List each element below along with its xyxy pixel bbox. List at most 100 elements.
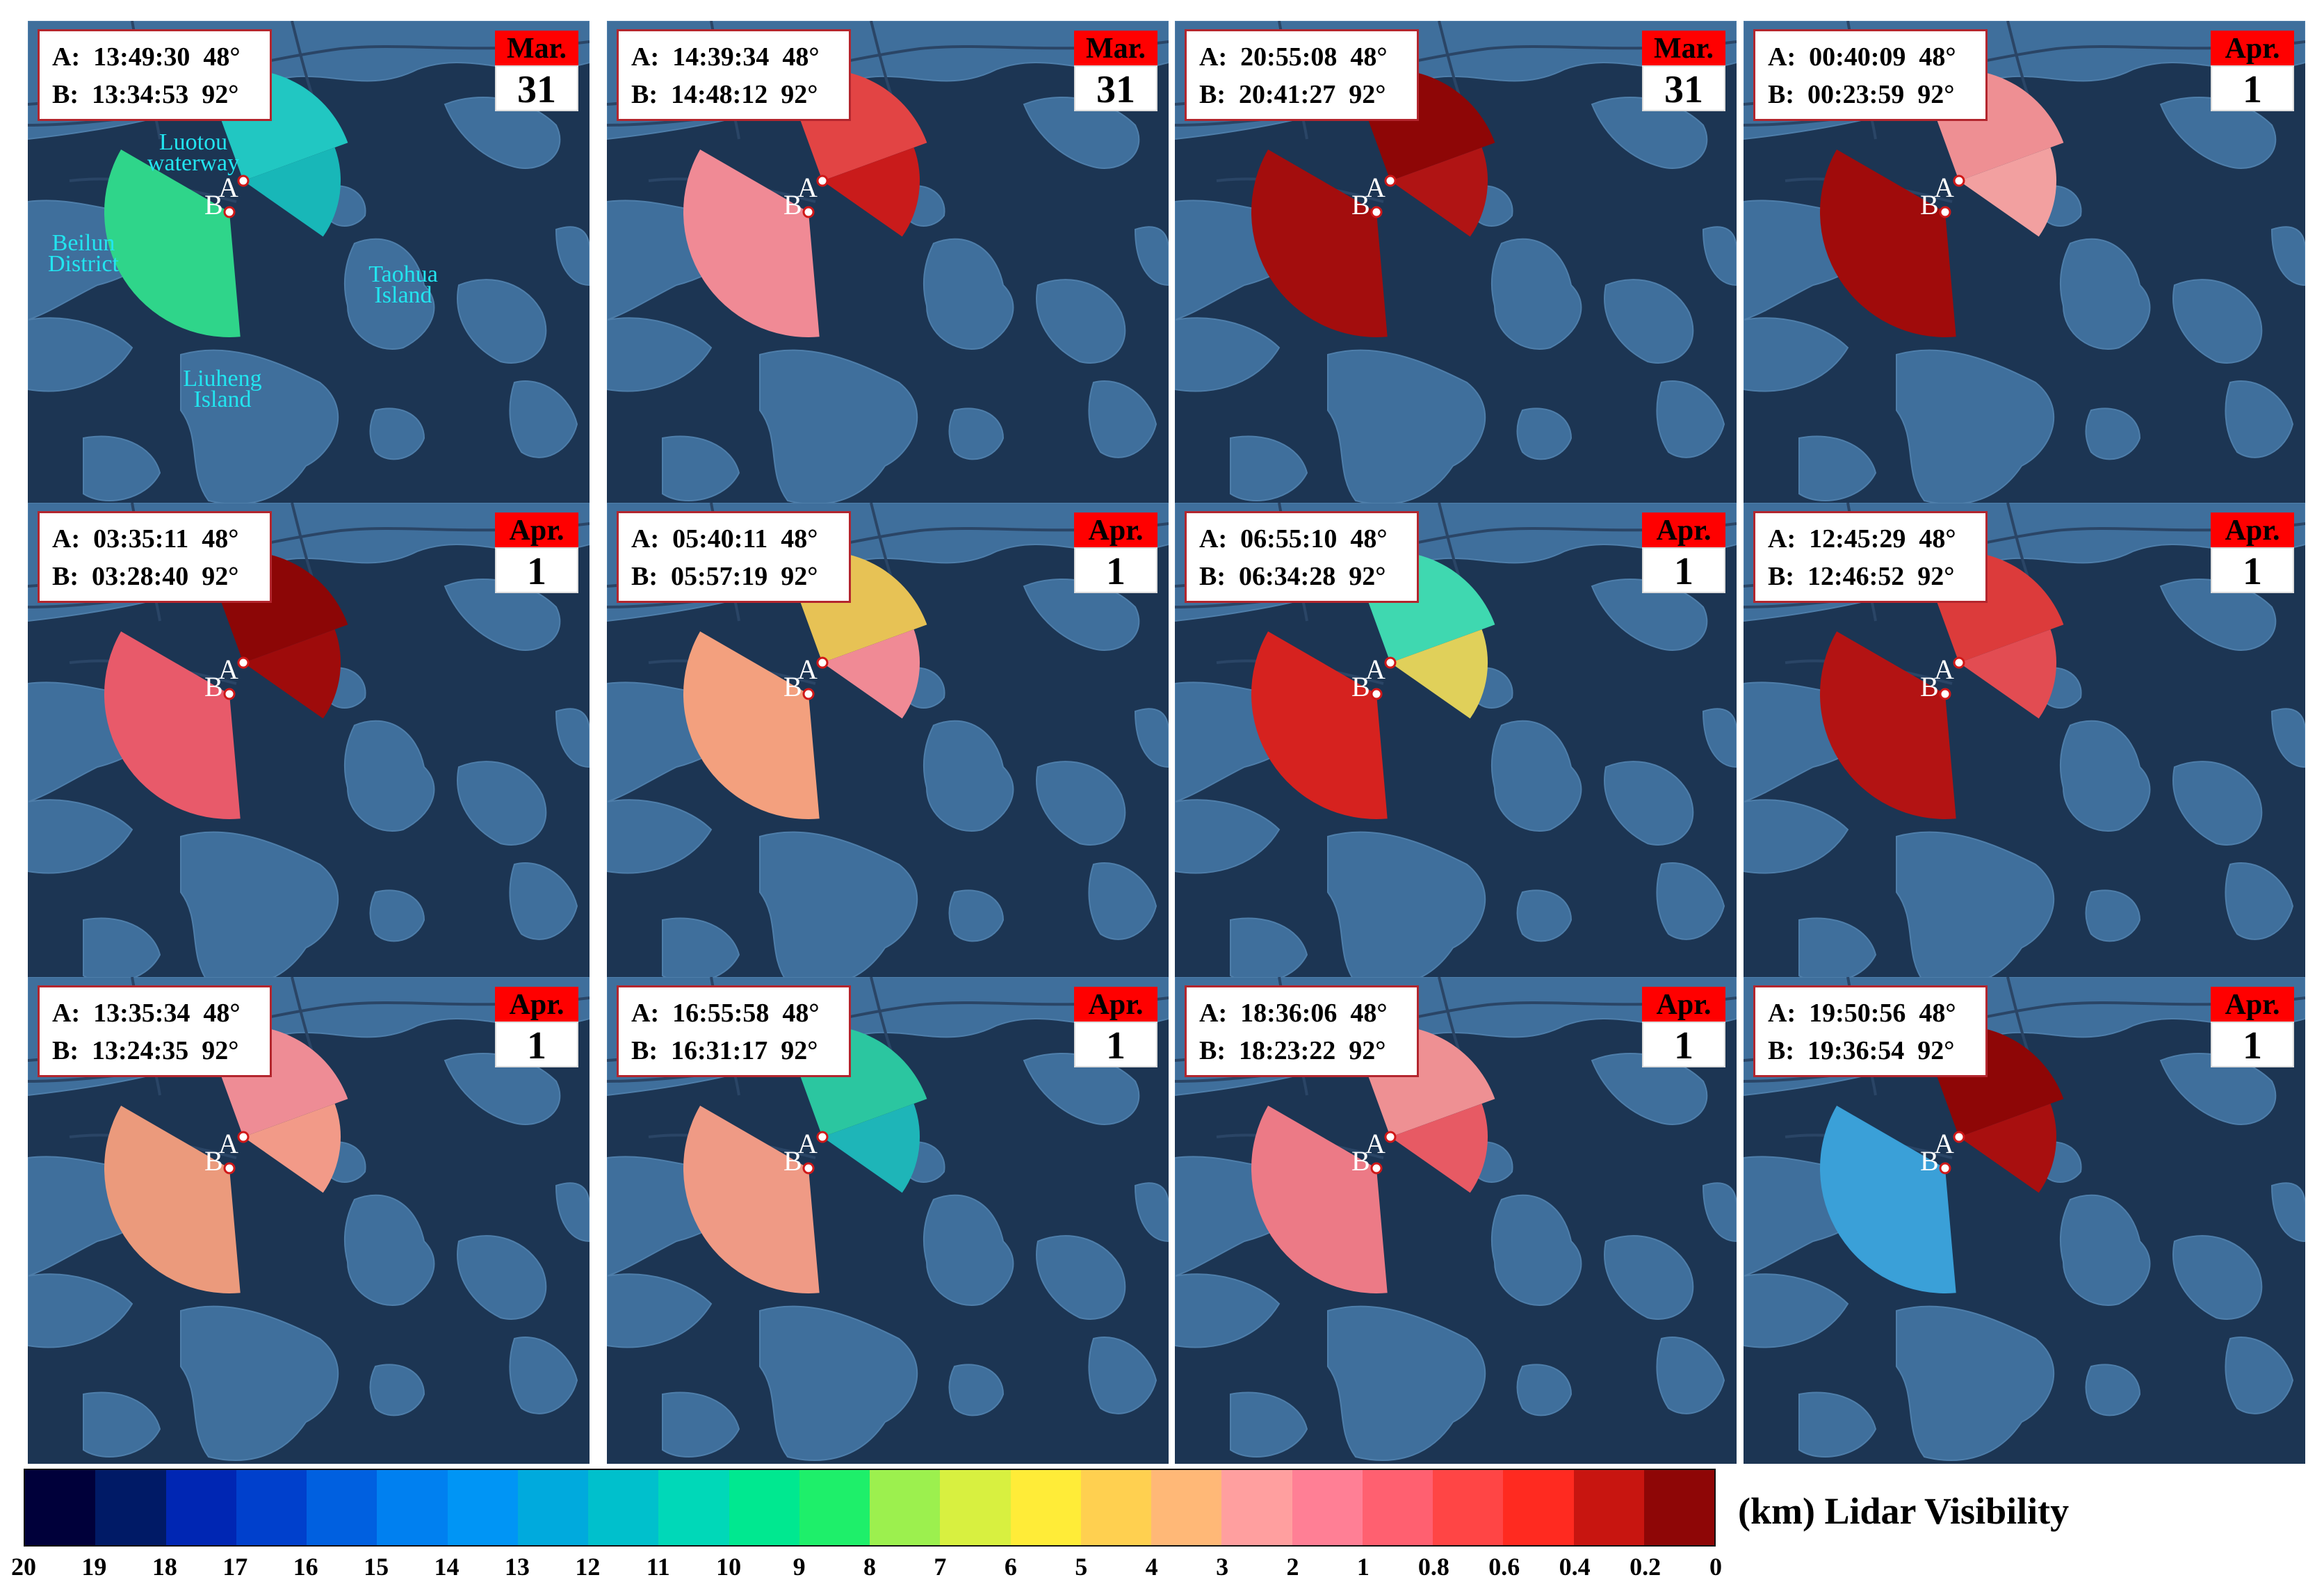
station-b-time: B: 13:24:35 92° [52,1036,239,1065]
station-a-label: A [218,654,238,685]
colorbar-tick-label: 6 [1004,1553,1017,1581]
scan-fan-east [1959,147,2057,237]
date-day: 1 [2211,1022,2294,1067]
lidar-panel: A B A: 20:55:08 48° B: 20:41:27 92° Mar. 31 [1175,21,1737,508]
scan-fan-south [104,1106,241,1293]
land-mass [180,1305,339,1461]
scan-time-box: A: 13:49:30 48° B: 13:34:53 92° [38,29,272,121]
date-day: 1 [1642,547,1725,593]
colorbar-swatch [517,1470,588,1545]
colorbar-swatch [1362,1470,1433,1545]
land-mass [759,1305,918,1461]
land-mass [457,279,547,364]
station-b-marker [802,688,815,700]
land-mass [2225,862,2294,940]
colorbar-tick-label: 16 [293,1553,318,1581]
station-a-time: A: 00:40:09 48° [1768,42,1956,72]
station-b-time: B: 20:41:27 92° [1199,80,1386,109]
scan-fan-south [1251,1106,1388,1293]
station-a-time: A: 03:35:11 48° [52,524,239,554]
station-a-marker [237,1131,250,1143]
station-a-marker [1384,656,1397,669]
land-mass [948,1364,1005,1416]
station-b-marker [223,688,236,700]
scan-fan-east [822,1104,920,1193]
station-b-label: B [204,671,223,702]
scan-time-box: A: 12:45:29 48° B: 12:46:52 92° [1753,511,1988,603]
place-label-luotou: Luotou waterway [147,129,240,176]
colorbar-tick-label: 8 [863,1553,876,1581]
scan-fan-east [243,147,341,237]
land-mass [2172,279,2263,364]
station-b-marker [802,1162,815,1175]
scan-fan-east [1959,1104,2057,1193]
land-mass [1656,380,1725,458]
station-b-label: B [1920,1145,1939,1177]
scan-fan-south [104,150,241,337]
station-b-marker [1370,206,1383,218]
colorbar-tick-label: 10 [716,1553,742,1581]
colorbar-tick-label: 2 [1286,1553,1299,1581]
colorbar-tick-label: 0.8 [1417,1553,1449,1581]
station-b-label: B [1351,1145,1370,1177]
land-mass [180,349,339,505]
date-badge: Mar. 31 [1642,31,1725,111]
colorbar-swatch [307,1470,377,1545]
road-line [1438,977,1461,1054]
station-b-marker [223,206,236,218]
land-mass [457,1235,547,1320]
land-mass [1036,279,1126,364]
station-a-label: A [218,172,238,203]
land-mass [1230,1391,1308,1458]
station-a-marker [1384,175,1397,187]
station-a-time: A: 18:36:06 48° [1199,999,1388,1028]
land-mass [509,380,578,458]
land-mass [1798,435,1877,501]
colorbar-swatch [870,1470,941,1545]
date-badge: Apr. 1 [2211,31,2294,111]
station-b-time: B: 19:36:54 92° [1768,1036,1955,1065]
colorbar-swatch [1221,1470,1292,1545]
land-mass [2270,226,2305,286]
scan-time-box: A: 06:55:10 48° B: 06:34:28 92° [1185,511,1419,603]
colorbar-swatch [1433,1470,1504,1545]
colorbar-swatch [25,1470,96,1545]
station-b-time: B: 00:23:59 92° [1768,80,1955,109]
place-label-liuheng: Liuheng Island [183,366,262,412]
station-b-time: B: 18:23:22 92° [1199,1036,1386,1065]
land-mass [1088,1337,1157,1414]
land-mass [2085,889,2141,942]
colorbar-swatch [165,1470,236,1545]
scan-fan-south [683,150,820,337]
date-day: 31 [1642,65,1725,111]
land-mass [1656,1337,1725,1414]
station-a-time: A: 20:55:08 48° [1199,42,1388,72]
scan-time-box: A: 00:40:09 48° B: 00:23:59 92° [1753,29,1988,121]
land-mass [1516,1364,1573,1416]
station-a-time: A: 14:39:34 48° [631,42,820,72]
colorbar-title: (km) Lidar Visibility [1738,1490,2069,1533]
scan-time-box: A: 16:55:58 48° B: 16:31:17 92° [617,985,851,1077]
colorbar-tick-label: 3 [1216,1553,1229,1581]
station-b-time: B: 05:57:19 92° [631,562,818,591]
date-badge: Apr. 1 [1642,512,1725,593]
road-line [870,21,893,98]
lidar-panel: A B A: 06:55:10 48° B: 06:34:28 92° Apr. 1 [1175,503,1737,990]
station-b-time: B: 14:48:12 92° [631,80,818,109]
lidar-panel: A B A: 13:35:34 48° B: 13:24:35 92° Apr. 1 [28,977,590,1464]
land-mass [1088,380,1157,458]
land-mass [662,435,740,501]
land-mass [555,1182,590,1243]
land-mass [369,407,425,460]
land-mass [948,407,1005,460]
land-mass [2172,761,2263,846]
road-line [1438,21,1461,98]
road-line [870,503,893,580]
station-a-label: A [1934,654,1954,685]
land-mass [948,889,1005,942]
road-line [870,977,893,1054]
land-mass [343,720,435,832]
scan-fan-south [1819,631,1956,819]
lidar-panel: A B A: 00:40:09 48° B: 00:23:59 92° Apr. 1 [1744,21,2305,508]
land-mass [343,1194,435,1306]
